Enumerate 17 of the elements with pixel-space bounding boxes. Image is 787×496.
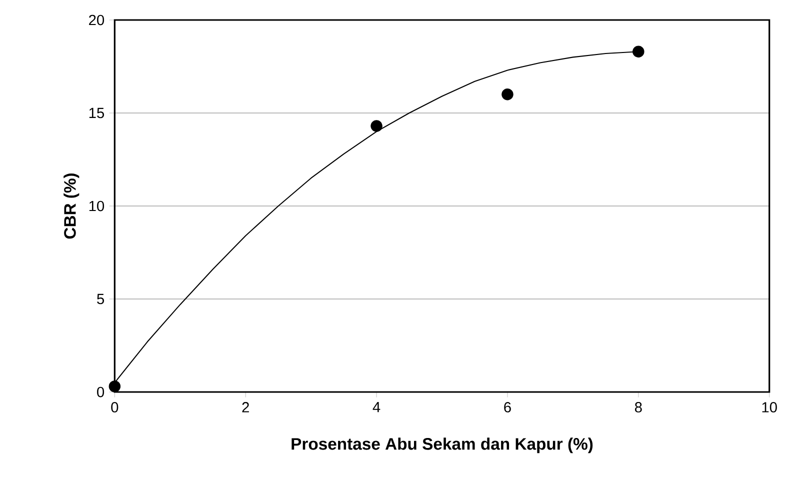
x-tick-label: 8 <box>634 402 642 412</box>
y-axis-title: CBR (%) <box>64 174 80 239</box>
y-tick-label: 10 <box>89 200 104 212</box>
x-tick-label: 0 <box>111 402 118 412</box>
point <box>108 380 121 392</box>
point <box>502 88 514 100</box>
x-axis-title: Prosentase Abu Sekam dan Kapur (%) <box>292 438 593 454</box>
point <box>632 46 644 58</box>
x-tick-label: 4 <box>372 402 380 412</box>
x-tick-label: 6 <box>504 402 511 412</box>
y-tick-label: 20 <box>89 14 104 26</box>
y-tick-label: 15 <box>89 108 104 118</box>
y-tick-label: 5 <box>97 294 104 304</box>
y-tick-label: 0 <box>97 386 104 398</box>
x-tick-label: 10 <box>762 402 777 412</box>
point <box>370 120 382 132</box>
x-tick-label: 2 <box>242 402 249 412</box>
